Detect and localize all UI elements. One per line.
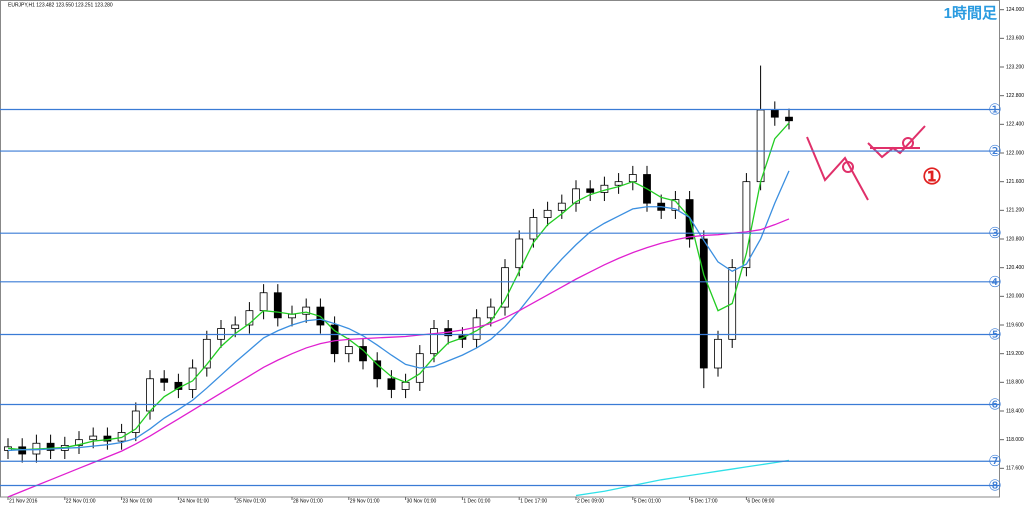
y-tick-label: 120.000 <box>1006 294 1024 300</box>
candle-body <box>628 174 637 183</box>
candle-body <box>302 306 311 315</box>
y-tick-label: 123.600 <box>1006 36 1024 42</box>
level-label: ② <box>988 143 1001 160</box>
level-label: ⑦ <box>988 453 1001 470</box>
candle-body <box>160 378 169 383</box>
x-tick-label: 23 Nov 01:00 <box>123 498 153 504</box>
candle-body <box>202 338 211 369</box>
candle-body <box>742 181 751 269</box>
x-tick-label: 22 Nov 01:00 <box>66 498 96 504</box>
candle-body <box>486 306 495 319</box>
y-tick-label: 122.400 <box>1006 122 1024 128</box>
level-label: ④ <box>988 274 1001 291</box>
y-tick-label: 121.600 <box>1006 179 1024 185</box>
candle-body <box>515 238 524 269</box>
candle-body <box>131 410 140 433</box>
candle-body <box>330 324 339 355</box>
candle-body <box>501 267 509 308</box>
y-tick-label: 118.800 <box>1006 380 1024 386</box>
candle-body <box>231 324 240 329</box>
x-tick-label: 5 Dec 01:00 <box>634 498 661 504</box>
x-tick-label: 25 Nov 01:00 <box>236 498 266 504</box>
level-label: ⑧ <box>988 478 1001 495</box>
chart-title: 1時間足 <box>944 4 998 22</box>
x-tick-label: 5 Dec 17:00 <box>691 498 718 504</box>
y-tick-label: 122.800 <box>1006 93 1024 99</box>
candle-body <box>430 328 438 355</box>
candle-body <box>529 217 538 240</box>
x-tick-label: 30 Nov 01:00 <box>407 498 437 504</box>
y-tick-label: 119.600 <box>1006 322 1024 328</box>
y-tick-label: 120.800 <box>1006 236 1024 242</box>
candle-body <box>146 378 154 412</box>
ma-line <box>7 122 790 451</box>
candle-body <box>273 292 282 319</box>
ma-line <box>575 459 790 497</box>
candle-body <box>699 238 708 369</box>
projection <box>806 125 926 201</box>
candle-body <box>188 367 197 390</box>
y-tick-label: 119.200 <box>1006 351 1024 357</box>
y-tick-label: 118.000 <box>1006 437 1024 443</box>
candle-body <box>75 439 83 446</box>
x-tick-label: 2 Dec 09:00 <box>577 498 604 504</box>
x-tick-label: 1 Dec 17:00 <box>520 498 547 504</box>
y-tick-label: 124.000 <box>1006 7 1024 13</box>
candle-body <box>586 188 595 193</box>
candle-body <box>245 310 254 326</box>
x-tick-label: 29 Nov 01:00 <box>350 498 380 504</box>
plot-frame <box>0 0 1000 498</box>
x-tick-label: 1 Dec 01:00 <box>463 498 490 504</box>
y-tick-label: 121.200 <box>1006 208 1024 214</box>
x-tick-label: 6 Dec 09:00 <box>747 498 774 504</box>
level-label: ③ <box>988 225 1001 242</box>
candle-body <box>387 378 396 390</box>
ma-line <box>7 170 790 452</box>
y-tick-label: 118.400 <box>1006 408 1024 414</box>
level-label: ① <box>988 101 1001 118</box>
candle-body <box>543 209 552 218</box>
level-label: ⑥ <box>988 396 1001 413</box>
candle-body <box>572 188 580 204</box>
candle-body <box>557 202 566 211</box>
candle-body <box>785 116 793 122</box>
x-tick-label: 28 Nov 01:00 <box>293 498 323 504</box>
chart-header: EURJPY,H1 123.482 123.550 123.251 123.28… <box>8 2 113 8</box>
y-tick-label: 122.000 <box>1006 150 1024 156</box>
candle-body <box>46 442 55 451</box>
candle-body <box>89 435 98 441</box>
candle-body <box>401 381 410 390</box>
candle-body <box>614 181 623 186</box>
x-tick-label: 24 Nov 01:00 <box>179 498 209 504</box>
candle-body <box>714 338 722 369</box>
y-tick-label: 120.400 <box>1006 265 1024 271</box>
y-tick-label: 117.600 <box>1006 466 1024 472</box>
candle-body <box>373 360 382 380</box>
candle-body <box>259 292 268 312</box>
candle-body <box>756 109 765 183</box>
y-tick-label: 123.200 <box>1006 64 1024 70</box>
ma-line <box>7 218 790 497</box>
annotation: ① <box>922 164 942 189</box>
x-tick-label: 21 Nov 2016 <box>9 498 38 504</box>
level-label: ⑤ <box>988 327 1001 344</box>
candle-body <box>344 346 353 355</box>
candle-body <box>770 109 779 118</box>
